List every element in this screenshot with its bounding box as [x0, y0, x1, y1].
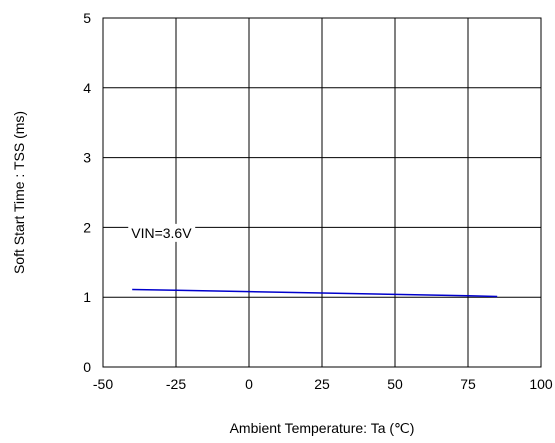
annotation-background	[128, 223, 196, 242]
x-tick-label: -25	[166, 376, 186, 392]
x-tick-label: 25	[314, 376, 330, 392]
y-tick-label: 3	[83, 150, 91, 166]
y-tick-label: 0	[83, 359, 91, 375]
x-tick-label: 50	[387, 376, 403, 392]
y-axis-title: Soft Start Time : TSS (ms)	[11, 111, 27, 274]
y-tick-label: 5	[83, 10, 91, 26]
x-tick-label: 0	[245, 376, 253, 392]
x-tick-label: 100	[529, 376, 553, 392]
y-tick-label: 1	[83, 289, 91, 305]
y-tick-label: 4	[83, 80, 91, 96]
x-tick-label: 75	[460, 376, 476, 392]
y-tick-labels: 0 1 2 3 4 5	[83, 10, 91, 375]
x-axis-title: Ambient Temperature: Ta (℃)	[230, 420, 415, 436]
annotation-label: VIN=3.6V	[131, 225, 192, 241]
grid-lines	[103, 18, 541, 367]
annotations: VIN=3.6V	[128, 223, 196, 242]
x-tick-labels: -50 -25 0 25 50 75 100	[93, 376, 553, 392]
plot-frame	[102, 17, 542, 368]
series-line	[132, 288, 498, 298]
series-layer	[132, 288, 498, 298]
x-tick-label: -50	[93, 376, 113, 392]
y-tick-label: 2	[83, 219, 91, 235]
